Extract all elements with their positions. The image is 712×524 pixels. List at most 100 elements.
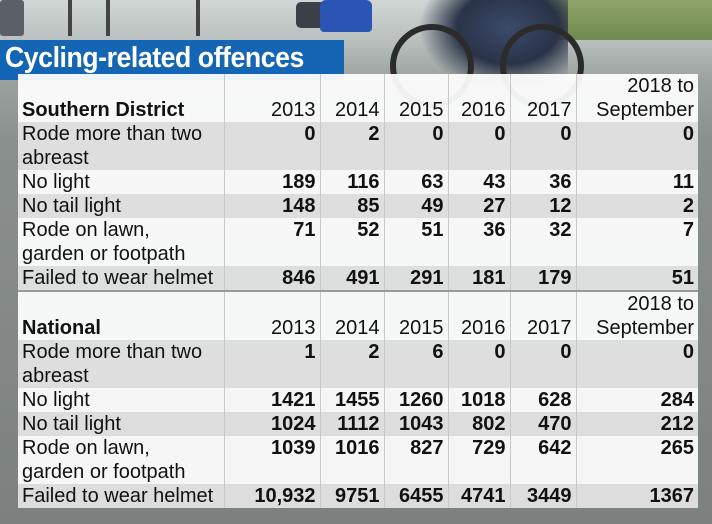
value-cell: 36 [448,218,511,266]
period-header: 2018 to September [576,74,698,122]
value-cell: 0 [224,122,321,170]
value-cell: 2 [576,194,698,218]
value-cell: 63 [384,170,449,194]
table-row: Rode more than two abreast 0 2 0 0 0 0 [18,122,698,170]
row-label: Rode on lawn, garden or footpath [18,218,225,266]
national-header-row: National 2013 2014 2015 2016 2017 2018 t… [18,290,698,340]
value-cell: 284 [576,388,698,412]
value-cell: 470 [510,412,577,436]
value-cell: 1043 [384,412,449,436]
row-label-line: Rode more than two [22,341,203,363]
row-label: Failed to wear helmet [18,484,225,508]
value-cell: 4741 [448,484,511,508]
value-cell: 2 [320,340,385,388]
value-cell: 51 [384,218,449,266]
year-header: 2014 [320,290,385,340]
row-label: Failed to wear helmet [18,266,225,291]
value-cell: 0 [576,340,698,388]
value-cell: 1 [224,340,321,388]
photo-post [68,0,72,36]
row-label: No tail light [18,412,225,436]
year-header: 2013 [224,74,321,122]
table-row: Failed to wear helmet 846 491 291 181 17… [18,266,698,291]
period-header-line: September [596,99,694,121]
title-banner [0,40,344,80]
value-cell: 1367 [576,484,698,508]
row-label-line: Rode on lawn, [22,437,150,459]
value-cell: 1016 [320,436,385,484]
year-header: 2017 [510,290,577,340]
value-cell: 1024 [224,412,321,436]
period-header-line: 2018 to [627,293,694,315]
value-cell: 1455 [320,388,385,412]
photo-post [196,0,200,36]
value-cell: 32 [510,218,577,266]
value-cell: 0 [510,340,577,388]
value-cell: 12 [510,194,577,218]
year-header: 2013 [224,290,321,340]
value-cell: 0 [448,340,511,388]
value-cell: 0 [576,122,698,170]
table-row: Failed to wear helmet 10,932 9751 6455 4… [18,484,698,508]
value-cell: 189 [224,170,321,194]
value-cell: 729 [448,436,511,484]
southern-header-row: Southern District 2013 2014 2015 2016 20… [18,74,698,122]
value-cell: 628 [510,388,577,412]
value-cell: 1112 [320,412,385,436]
table-row: No tail light 148 85 49 27 12 2 [18,194,698,218]
row-label-line: garden or footpath [22,243,186,265]
value-cell: 9751 [320,484,385,508]
value-cell: 265 [576,436,698,484]
row-label-line: abreast [22,365,89,387]
value-cell: 212 [576,412,698,436]
table-row: Rode on lawn, garden or footpath 1039 101… [18,436,698,484]
period-header-line: September [596,317,694,339]
value-cell: 802 [448,412,511,436]
value-cell: 11 [576,170,698,194]
value-cell: 85 [320,194,385,218]
value-cell: 291 [384,266,449,291]
period-header-line: 2018 to [627,75,694,97]
value-cell: 116 [320,170,385,194]
national-heading: National [18,290,225,340]
row-label: No light [18,388,225,412]
value-cell: 491 [320,266,385,291]
photo-blue-car [320,0,372,32]
value-cell: 1039 [224,436,321,484]
year-header: 2016 [448,74,511,122]
value-cell: 49 [384,194,449,218]
row-label-line: Rode more than two [22,123,203,145]
row-label-line: Rode on lawn, [22,219,150,241]
value-cell: 1421 [224,388,321,412]
year-header: 2017 [510,74,577,122]
row-label-line: abreast [22,147,89,169]
value-cell: 1260 [384,388,449,412]
year-header: 2015 [384,290,449,340]
offences-table: Southern District 2013 2014 2015 2016 20… [18,74,698,508]
table-row: No light 1421 1455 1260 1018 628 284 [18,388,698,412]
value-cell: 43 [448,170,511,194]
row-label: Rode on lawn, garden or footpath [18,436,225,484]
value-cell: 179 [510,266,577,291]
value-cell: 642 [510,436,577,484]
table-row: No tail light 1024 1112 1043 802 470 212 [18,412,698,436]
value-cell: 0 [384,122,449,170]
value-cell: 52 [320,218,385,266]
row-label: No light [18,170,225,194]
row-label: Rode more than two abreast [18,340,225,388]
table-row: No light 189 116 63 43 36 11 [18,170,698,194]
value-cell: 1018 [448,388,511,412]
value-cell: 51 [576,266,698,291]
table-row: Rode more than two abreast 1 2 6 0 0 0 [18,340,698,388]
value-cell: 6 [384,340,449,388]
value-cell: 0 [510,122,577,170]
value-cell: 148 [224,194,321,218]
year-header: 2016 [448,290,511,340]
value-cell: 10,932 [224,484,321,508]
value-cell: 6455 [384,484,449,508]
page-title: Cycling-related offences [5,42,304,74]
table-row: Rode on lawn, garden or footpath 71 52 51… [18,218,698,266]
photo-post [106,0,110,36]
value-cell: 7 [576,218,698,266]
value-cell: 181 [448,266,511,291]
